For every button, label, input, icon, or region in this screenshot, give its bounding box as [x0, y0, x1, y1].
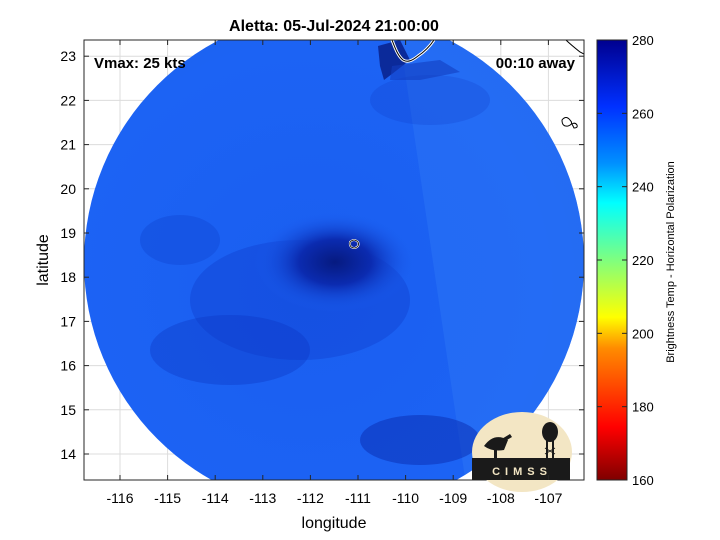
time-offset-label: 00:10 away [496, 55, 576, 72]
colorbar-label: Brightness Temp - Horizontal Polarizatio… [665, 161, 677, 363]
y-tick-label: 16 [60, 358, 76, 374]
y-tick-label: 17 [60, 313, 76, 329]
y-axis-ticks: 14 15 16 17 18 19 20 21 22 23 [60, 48, 584, 462]
x-tick-label: -112 [297, 490, 324, 506]
colorbar-tick-label: 240 [632, 180, 654, 195]
colorbar-tick-label: 180 [632, 400, 654, 415]
colorbar-ticks: 160 180 200 220 240 260 280 [597, 33, 654, 488]
island-east [561, 117, 578, 129]
figure-title: Aletta: 05-Jul-2024 21:00:00 [229, 18, 439, 35]
water-tower-icon [542, 422, 558, 460]
y-tick-label: 21 [60, 137, 76, 153]
x-tick-label: -108 [487, 490, 515, 506]
x-tick-label: -107 [534, 490, 562, 506]
y-tick-label: 20 [60, 181, 76, 197]
x-tick-label: -114 [202, 490, 229, 506]
coastline-mainland [565, 40, 584, 55]
y-tick-label: 14 [60, 446, 76, 462]
satellite-dish-icon [484, 434, 512, 460]
colorbar-tick-label: 260 [632, 106, 654, 121]
storm-core [255, 212, 415, 312]
x-tick-label: -110 [392, 490, 419, 506]
x-tick-label: -116 [107, 490, 134, 506]
plot-border [83, 39, 585, 481]
x-axis-label: longitude [302, 515, 367, 532]
y-tick-label: 23 [60, 48, 76, 64]
x-tick-label: -109 [439, 490, 467, 506]
colorbar-tick-label: 220 [632, 253, 654, 268]
y-tick-label: 19 [60, 225, 76, 241]
brightness-temp-swath [84, 40, 584, 480]
cimss-logo: CIMSS [472, 412, 572, 492]
y-tick-label: 22 [60, 92, 76, 108]
colorbar-tick-label: 200 [632, 326, 654, 341]
x-axis-ticks: -116 -115 -114 -113 -112 -111 -110 -109 -108 -107 [107, 40, 563, 506]
y-axis-label: latitude [35, 234, 52, 286]
vmax-label: Vmax: 25 kts [94, 55, 186, 72]
x-tick-label: -113 [249, 490, 276, 506]
y-tick-label: 18 [60, 269, 76, 285]
y-tick-label: 15 [60, 402, 76, 418]
colorbar-tick-label: 280 [632, 33, 654, 48]
x-tick-label: -111 [345, 490, 371, 506]
logo-text: CIMSS [492, 466, 552, 478]
colorbar-tick-label: 160 [632, 473, 654, 488]
x-tick-label: -115 [154, 490, 181, 506]
